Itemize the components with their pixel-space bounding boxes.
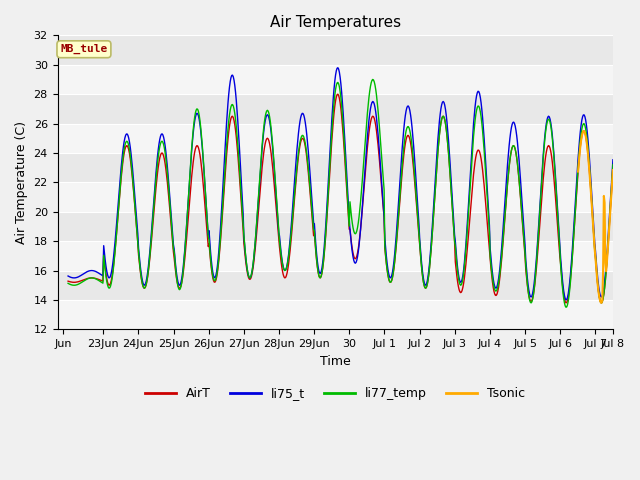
li77_temp bbox=[424, 281, 431, 287]
li77_temp bbox=[64, 280, 72, 286]
Text: MB_tule: MB_tule bbox=[60, 44, 108, 54]
Line: Tsonic: Tsonic bbox=[578, 131, 613, 303]
Y-axis label: Air Temperature (C): Air Temperature (C) bbox=[15, 121, 28, 244]
Bar bbox=[58, 300, 613, 329]
AirT bbox=[609, 167, 617, 173]
AirT bbox=[334, 91, 342, 97]
li75_t bbox=[74, 274, 82, 280]
li77_temp bbox=[74, 282, 82, 288]
AirT bbox=[74, 279, 82, 285]
AirT bbox=[130, 193, 138, 199]
Bar bbox=[58, 65, 613, 94]
Legend: AirT, li75_t, li77_temp, Tsonic: AirT, li75_t, li77_temp, Tsonic bbox=[140, 383, 531, 406]
X-axis label: Time: Time bbox=[320, 355, 351, 368]
Line: li77_temp: li77_temp bbox=[68, 80, 613, 307]
Tsonic bbox=[609, 167, 617, 173]
Line: li75_t: li75_t bbox=[68, 68, 613, 300]
AirT bbox=[64, 278, 72, 284]
AirT bbox=[424, 281, 431, 287]
li77_temp bbox=[562, 304, 570, 310]
AirT bbox=[186, 201, 193, 207]
li75_t bbox=[64, 273, 72, 279]
li77_temp bbox=[186, 180, 193, 186]
AirT bbox=[408, 145, 415, 151]
Line: AirT: AirT bbox=[68, 94, 613, 303]
li75_t bbox=[334, 65, 342, 71]
li77_temp bbox=[609, 162, 617, 168]
li75_t bbox=[214, 256, 222, 262]
li75_t bbox=[408, 118, 415, 124]
AirT bbox=[562, 300, 570, 306]
Bar bbox=[58, 123, 613, 153]
li75_t bbox=[562, 297, 570, 303]
li77_temp bbox=[130, 192, 138, 197]
li75_t bbox=[186, 180, 193, 186]
li77_temp bbox=[408, 137, 415, 143]
li77_temp bbox=[369, 77, 376, 83]
li75_t bbox=[130, 183, 138, 189]
Bar bbox=[58, 241, 613, 271]
Bar bbox=[58, 182, 613, 212]
li75_t bbox=[609, 157, 617, 163]
li75_t bbox=[424, 278, 431, 284]
Title: Air Temperatures: Air Temperatures bbox=[269, 15, 401, 30]
li77_temp bbox=[214, 262, 222, 267]
AirT bbox=[214, 264, 222, 270]
